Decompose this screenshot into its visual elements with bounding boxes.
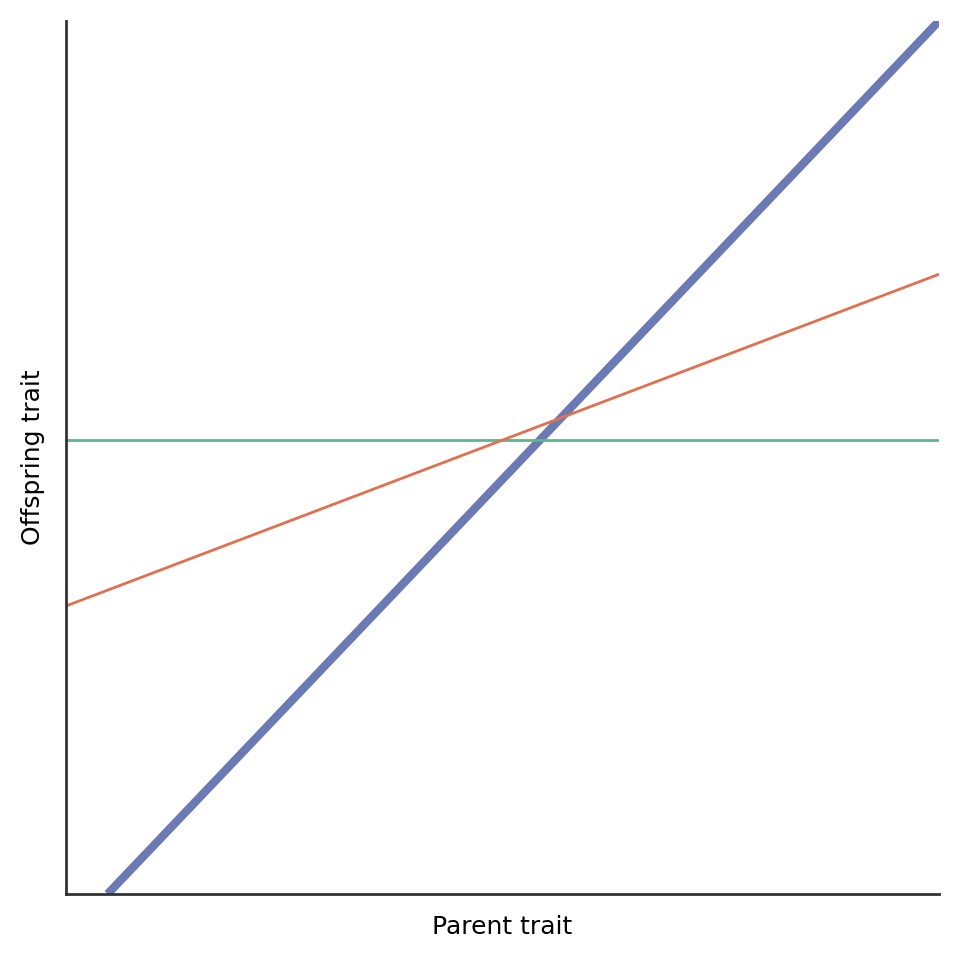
Y-axis label: Offspring trait: Offspring trait: [21, 370, 45, 545]
X-axis label: Parent trait: Parent trait: [432, 915, 572, 939]
